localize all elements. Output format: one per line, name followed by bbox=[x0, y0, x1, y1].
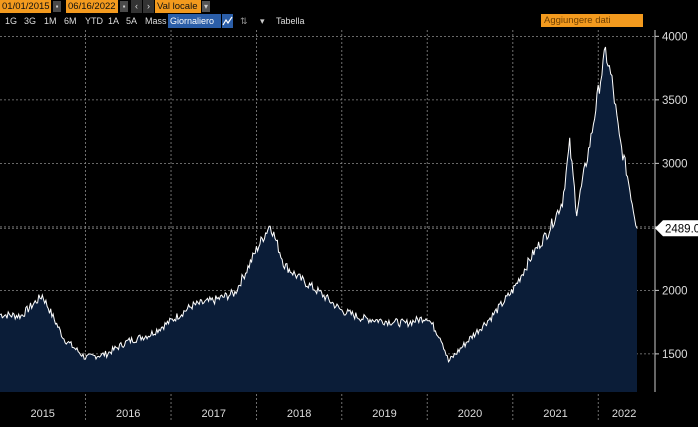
end-date-dropdown-icon[interactable]: ▪ bbox=[120, 1, 128, 12]
y-tick-label: 3000 bbox=[662, 158, 688, 170]
range-5a-button[interactable]: 5A bbox=[126, 16, 138, 26]
range-ytd-button[interactable]: YTD bbox=[85, 16, 103, 26]
x-tick-label: 2021 bbox=[543, 408, 567, 420]
end-date-field[interactable]: 06/16/2022 bbox=[66, 0, 118, 13]
x-tick-label: 2017 bbox=[201, 408, 225, 420]
last-value-badge bbox=[655, 220, 698, 237]
x-tick-label: 2020 bbox=[458, 408, 482, 420]
toolbar-top: 01/01/2015 ▪ 06/16/2022 ▪ ‹ › Val locale… bbox=[0, 0, 698, 13]
x-tick-label: 2015 bbox=[30, 408, 54, 420]
range-1g-button[interactable]: 1G bbox=[5, 16, 18, 26]
series-area-fill bbox=[0, 47, 637, 392]
range-1m-button[interactable]: 1M bbox=[44, 16, 57, 26]
chart-style-dropdown-icon[interactable]: ▾ bbox=[260, 16, 265, 26]
next-period-button[interactable]: › bbox=[143, 0, 154, 13]
currency-mode-select[interactable]: Val locale bbox=[155, 0, 201, 13]
price-chart[interactable]: 2015 2016 2017 2018 2019 2020 2021 2022 1500 2000… bbox=[0, 30, 698, 422]
toolbar-bottom: 1G 3G 1M 6M YTD 1A 5A Mass Giornaliero ⇅… bbox=[0, 13, 698, 29]
x-tick-label: 2016 bbox=[116, 408, 140, 420]
prev-period-button[interactable]: ‹ bbox=[131, 0, 142, 13]
range-3g-button[interactable]: 3G bbox=[24, 16, 37, 26]
chart-style-icon[interactable]: ⇅ bbox=[240, 16, 248, 26]
frequency-select[interactable]: Giornaliero bbox=[168, 14, 221, 28]
series-line bbox=[0, 46, 638, 364]
x-tick-label: 2022 bbox=[612, 408, 636, 420]
area-layer bbox=[0, 46, 638, 392]
add-data-field[interactable]: Aggiungere dati bbox=[541, 14, 643, 27]
y-tick-label: 1500 bbox=[662, 349, 688, 361]
chart-svg: 2015 2016 2017 2018 2019 2020 2021 2022 1500 2000… bbox=[0, 30, 698, 422]
table-button[interactable]: Tabella bbox=[276, 16, 305, 26]
axis-layer: 2015 2016 2017 2018 2019 2020 2021 2022 1500 2000… bbox=[30, 30, 698, 420]
start-date-field[interactable]: 01/01/2015 bbox=[0, 0, 51, 13]
line-chart-icon[interactable] bbox=[222, 14, 233, 28]
x-tick-label: 2018 bbox=[287, 408, 311, 420]
range-1a-button[interactable]: 1A bbox=[108, 16, 120, 26]
last-value-label: 2489.0 bbox=[665, 223, 698, 235]
start-date-dropdown-icon[interactable]: ▪ bbox=[53, 1, 61, 12]
x-tick-label: 2019 bbox=[372, 408, 396, 420]
y-tick-label: 2000 bbox=[662, 285, 688, 297]
y-tick-label: 3500 bbox=[662, 95, 688, 107]
y-tick-label: 4000 bbox=[662, 31, 688, 43]
range-mass-button[interactable]: Mass bbox=[145, 16, 167, 26]
currency-dropdown-icon[interactable]: ▾ bbox=[202, 1, 210, 12]
range-6m-button[interactable]: 6M bbox=[64, 16, 77, 26]
